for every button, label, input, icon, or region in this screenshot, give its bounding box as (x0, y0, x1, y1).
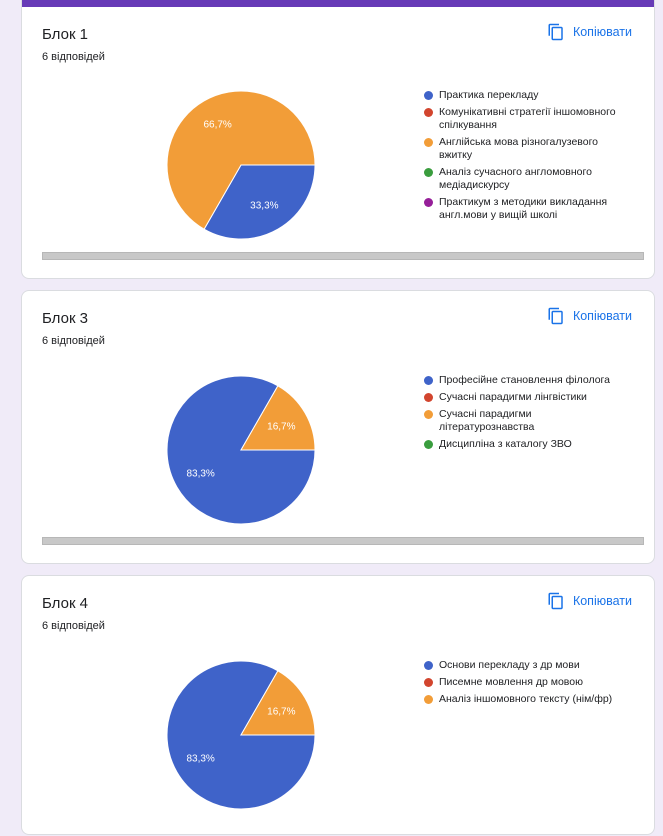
copy-chart-button[interactable]: Копіювати (547, 592, 632, 610)
legend-label: Комунікативні стратегії іншомовного спіл… (439, 106, 616, 131)
legend-marker (424, 138, 433, 147)
legend-item: Аналіз сучасного англомовного медіадиску… (424, 166, 624, 192)
legend-item: Комунікативні стратегії іншомовного спіл… (424, 106, 624, 132)
legend-label: Дисципліна з каталогу ЗВО (439, 438, 572, 450)
pie-slice-label: 83,3% (186, 468, 214, 479)
legend-label: Професійне становлення філолога (439, 374, 610, 386)
horizontal-scrollbar[interactable] (42, 537, 644, 545)
card-title: Блок 1 (42, 26, 89, 43)
legend-item: Дисципліна з каталогу ЗВО (424, 438, 624, 451)
pie-slice-label: 16,7% (267, 707, 295, 718)
legend-marker (424, 376, 433, 385)
chart-legend: Основи перекладу з др мови Писемне мовле… (424, 659, 624, 710)
legend-label: Англійська мова різногалузевого вжитку (439, 136, 599, 161)
legend-label: Практикум з методики викладання англ.мов… (439, 196, 608, 221)
response-count: 6 відповідей (42, 335, 105, 347)
response-count: 6 відповідей (42, 51, 105, 63)
copy-label: Копіювати (572, 594, 632, 608)
legend-item: Сучасні парадигми літературознавства (424, 408, 624, 434)
legend-item: Аналіз іншомовного тексту (нім/фр) (424, 693, 624, 706)
pie-slice[interactable] (240, 385, 316, 451)
legend-item: Професійне становлення філолога (424, 374, 624, 387)
copy-label: Копіювати (572, 25, 632, 39)
pie-chart-block-1: 33,3% 66,7% (166, 90, 316, 240)
chart-legend: Професійне становлення філолога Сучасні … (424, 374, 624, 455)
pie-chart-block-4: 83,3% 16,7% (166, 660, 316, 810)
horizontal-scrollbar[interactable] (42, 252, 644, 260)
chart-legend: Практика перекладу Комунікативні стратег… (424, 89, 624, 226)
legend-marker (424, 678, 433, 687)
legend-marker (424, 393, 433, 402)
legend-label: Писемне мовлення др мовою (439, 676, 583, 688)
pie-slice-label: 66,7% (203, 120, 231, 131)
pie-chart-block-3: 83,3% 16,7% (166, 375, 316, 525)
pie-slice[interactable] (240, 670, 316, 736)
legend-marker (424, 168, 433, 177)
card-title: Блок 3 (42, 310, 89, 327)
response-count: 6 відповідей (42, 620, 105, 632)
legend-marker (424, 410, 433, 419)
legend-label: Основи перекладу з др мови (439, 659, 580, 671)
legend-item: Основи перекладу з др мови (424, 659, 624, 672)
legend-label: Аналіз сучасного англомовного медіадиску… (439, 166, 592, 191)
question-card-1: Блок 1 6 відповідей Копіювати 33,3% 66,7%… (21, 0, 655, 279)
pie-slice[interactable] (166, 90, 316, 230)
legend-label: Сучасні парадигми лінгвістики (439, 391, 587, 403)
pie-slice-label: 83,3% (186, 753, 214, 764)
question-card-2: Блок 3 6 відповідей Копіювати 83,3% 16,7%… (21, 290, 655, 564)
copy-icon (548, 307, 563, 325)
legend-item: Практика перекладу (424, 89, 624, 102)
pie-slice-label: 33,3% (250, 200, 278, 211)
question-card-3: Блок 4 6 відповідей Копіювати 83,3% 16,7%… (21, 575, 655, 835)
legend-marker (424, 440, 433, 449)
legend-item: Англійська мова різногалузевого вжитку (424, 136, 624, 162)
pie-slice-label: 16,7% (267, 422, 295, 433)
pie-slice[interactable] (203, 164, 316, 240)
card-title: Блок 4 (42, 595, 89, 612)
legend-marker (424, 695, 433, 704)
copy-icon (548, 592, 563, 610)
copy-icon (548, 23, 563, 41)
legend-item: Писемне мовлення др мовою (424, 676, 624, 689)
legend-marker (424, 661, 433, 670)
legend-item: Сучасні парадигми лінгвістики (424, 391, 624, 404)
legend-label: Практика перекладу (439, 89, 539, 101)
legend-item: Практикум з методики викладання англ.мов… (424, 196, 624, 222)
copy-chart-button[interactable]: Копіювати (547, 23, 632, 41)
legend-marker (424, 91, 433, 100)
legend-marker (424, 108, 433, 117)
copy-chart-button[interactable]: Копіювати (547, 307, 632, 325)
legend-marker (424, 198, 433, 207)
legend-label: Аналіз іншомовного тексту (нім/фр) (439, 693, 613, 705)
copy-label: Копіювати (572, 309, 632, 323)
legend-label: Сучасні парадигми літературознавства (439, 408, 535, 433)
